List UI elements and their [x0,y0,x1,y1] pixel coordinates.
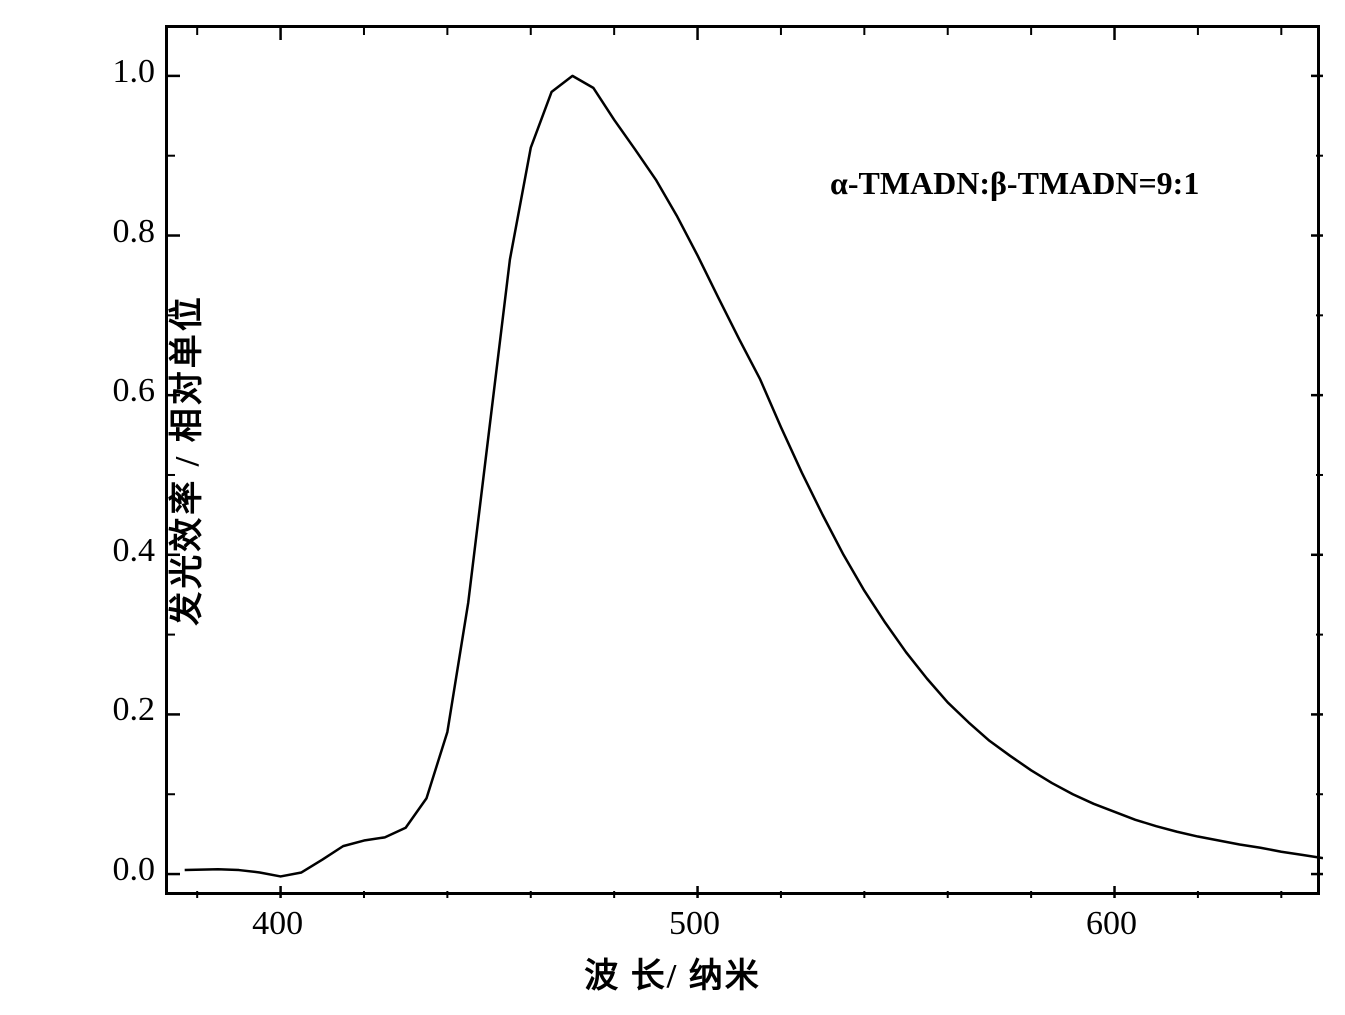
chart-svg [168,28,1323,898]
y-axis-label: 发光效率 / 相对单位 [159,294,208,625]
y-tick-label: 0.0 [75,851,155,889]
x-tick-label: 500 [655,905,735,943]
plot-area [165,25,1320,895]
x-tick-label: 600 [1072,905,1152,943]
y-tick-label: 1.0 [75,53,155,91]
y-tick-label: 0.8 [75,213,155,251]
x-axis-label: 波 长/ 纳米 [584,948,760,997]
x-tick-label: 400 [238,905,318,943]
chart-legend: α-TMADN:β-TMADN=9:1 [830,165,1199,202]
y-tick-label: 0.6 [75,372,155,410]
y-tick-label: 0.2 [75,691,155,729]
spectrum-chart: 发光效率 / 相对单位 波 长/ 纳米 0.0 0.2 0.4 0.6 0.8 1.0 4… [0,0,1345,1015]
y-tick-label: 0.4 [75,532,155,570]
